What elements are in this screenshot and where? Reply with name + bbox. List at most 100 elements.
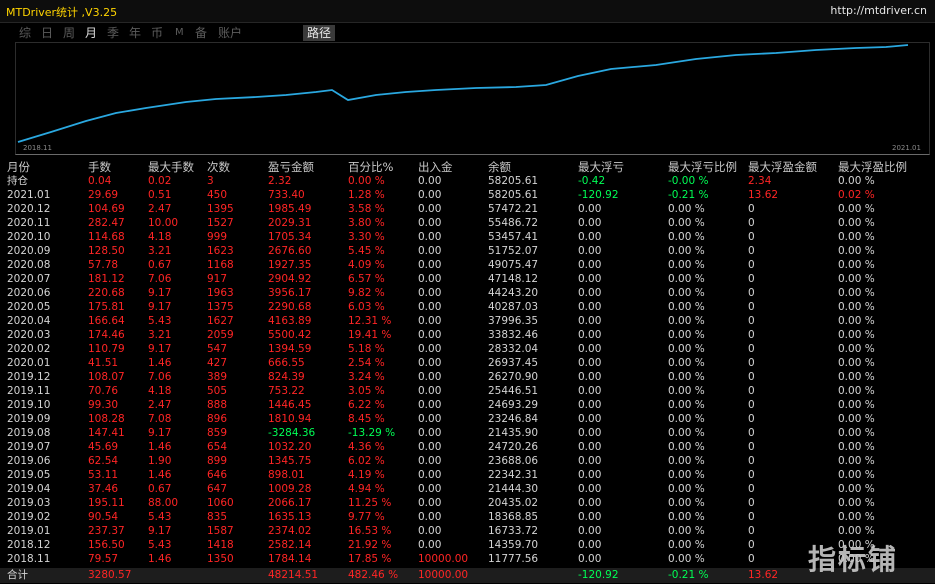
tab-day[interactable]: 日 [41, 26, 54, 40]
cell-max-fp-pct: 0.00 % [838, 427, 875, 439]
cell-count: 427 [207, 357, 228, 369]
cell-pnl: 2290.68 [268, 301, 312, 313]
cell-balance: 49075.47 [488, 259, 539, 271]
tab-quarter[interactable]: 季 [107, 26, 120, 40]
stats-table: 月份 手数 最大手数 次数 盈亏金额 百分比% 出入金 余额 最大浮亏 最大浮亏… [0, 157, 935, 584]
cell-balance: 51752.07 [488, 245, 539, 257]
cell-flow: 0.00 [418, 371, 442, 383]
cell-count: 896 [207, 413, 228, 425]
path-button[interactable]: 路径 [303, 25, 336, 41]
table-row[interactable]: 2019.12 108.07 7.06 389 824.39 3.24 % 0.00 2627… [0, 370, 935, 384]
cell-max-fp: 0 [748, 315, 755, 327]
cell-count: 389 [207, 371, 228, 383]
app-title: MTDriver统计 ,V3.25 [6, 6, 118, 19]
tab-week[interactable]: 周 [63, 26, 76, 40]
table-row[interactable]: 2020.12 104.69 2.47 1395 1985.49 3.58 % 0.00 57… [0, 202, 935, 216]
cell-max-fp-pct: 0.00 % [838, 315, 875, 327]
cell-lots: 110.79 [88, 343, 125, 355]
cell-month: 2019.12 [7, 371, 51, 383]
cell-balance: 55486.72 [488, 217, 539, 229]
cell-count: 646 [207, 469, 228, 481]
tab-currency[interactable]: 币 [151, 26, 164, 40]
table-row[interactable]: 2019.03 195.11 88.00 1060 2066.17 11.25 % 0.00… [0, 496, 935, 510]
table-row[interactable]: 2020.07 181.12 7.06 917 2904.92 6.57 % 0.00 471… [0, 272, 935, 286]
table-row[interactable]: 2020.10 114.68 4.18 999 1705.34 3.30 % 0.00 534… [0, 230, 935, 244]
cell-max-lots: 5.43 [148, 539, 172, 551]
table-row[interactable]: 2020.03 174.46 3.21 2059 5500.42 19.41 % 0.00 3… [0, 328, 935, 342]
table-row[interactable]: 2019.06 62.54 1.90 899 1345.75 6.02 % 0.00 2368… [0, 454, 935, 468]
table-row[interactable]: 2019.07 45.69 1.46 654 1032.20 4.36 % 0.00 2472… [0, 440, 935, 454]
cell-max-lots: 1.46 [148, 441, 172, 453]
chart-x-start-label: 2018.11 [23, 144, 52, 152]
table-row[interactable]: 持仓 0.04 0.02 3 2.32 0.00 % 0.00 58205.61 -0.42 -0… [0, 174, 935, 188]
cell-max-fp-pct: 0.00 % [838, 399, 875, 411]
cell-pnl: 3956.17 [268, 287, 312, 299]
cell-month: 2020.08 [7, 259, 51, 271]
cell-max-fl-pct: 0.00 % [668, 343, 705, 355]
table-row[interactable]: 2020.06 220.68 9.17 1963 3956.17 9.82 % 0.00 44… [0, 286, 935, 300]
cell-pnl: 2.32 [268, 175, 292, 187]
cell-max-lots: 3.21 [148, 329, 172, 341]
cell-pnl: 733.40 [268, 189, 305, 201]
tab-overview[interactable]: 综 [19, 26, 32, 40]
cell-flow: 0.00 [418, 357, 442, 369]
tab-backup[interactable]: 备 [195, 26, 208, 40]
table-row[interactable]: 2019.10 99.30 2.47 888 1446.45 6.22 % 0.00 2469… [0, 398, 935, 412]
equity-curve-svg [17, 44, 909, 143]
table-row[interactable]: 2019.09 108.28 7.08 896 1810.94 8.45 % 0.00 232… [0, 412, 935, 426]
table-row[interactable]: 2019.08 147.41 9.17 859 -3284.36 -13.29 % 0.00… [0, 426, 935, 440]
cell-max-fp-pct: 0.00 % [838, 301, 875, 313]
cell-max-lots: 9.17 [148, 427, 172, 439]
table-row[interactable]: 2019.01 237.37 9.17 1587 2374.02 16.53 % 0.00 1… [0, 524, 935, 538]
cell-balance: 57472.21 [488, 203, 539, 215]
table-row[interactable]: 2020.05 175.81 9.17 1375 2290.68 6.03 % 0.00 40… [0, 300, 935, 314]
table-row[interactable]: 2020.01 41.51 1.46 427 666.55 2.54 % 0.00 26937… [0, 356, 935, 370]
cell-max-fp-pct: 0.02 % [838, 189, 875, 201]
cell-pct: 4.94 % [348, 483, 385, 495]
table-row[interactable]: 2020.11 282.47 10.00 1527 2029.31 3.80 % 0.00 5… [0, 216, 935, 230]
cell-lots: 0.04 [88, 175, 112, 187]
cell-pct: 16.53 % [348, 525, 392, 537]
site-link[interactable]: http://mtdriver.cn [830, 4, 927, 17]
table-row[interactable]: 2020.04 166.64 5.43 1627 4163.89 12.31 % 0.00 3… [0, 314, 935, 328]
tab-m[interactable]: M [175, 27, 184, 38]
table-row[interactable]: 2018.11 79.57 1.46 1350 1784.14 17.85 % 10000.… [0, 552, 935, 566]
header-lots: 手数 [88, 160, 111, 174]
table-row[interactable]: 2020.02 110.79 9.17 547 1394.59 5.18 % 0.00 283… [0, 342, 935, 356]
table-row[interactable]: 2020.08 57.78 0.67 1168 1927.35 4.09 % 0.00 490… [0, 258, 935, 272]
cell-max-fp-pct: 0.00 % [838, 343, 875, 355]
cell-max-fp-pct: 0.00 % [838, 273, 875, 285]
table-row[interactable]: 2019.02 90.54 5.43 835 1635.13 9.77 % 0.00 1836… [0, 510, 935, 524]
cell-pnl: 753.22 [268, 385, 305, 397]
cell-lots: 128.50 [88, 245, 125, 257]
cell-month: 2020.10 [7, 231, 51, 243]
tab-year[interactable]: 年 [129, 26, 142, 40]
table-row[interactable]: 2019.11 70.76 4.18 505 753.22 3.05 % 0.00 25446… [0, 384, 935, 398]
cell-flow: 0.00 [418, 413, 442, 425]
cell-max-fl-pct: 0.00 % [668, 427, 705, 439]
cell-max-fl: 0.00 [578, 553, 602, 565]
cell-flow: 0.00 [418, 469, 442, 481]
cell-max-fl-pct: -0.00 % [668, 175, 709, 187]
table-row[interactable]: 2019.04 37.46 0.67 647 1009.28 4.94 % 0.00 2144… [0, 482, 935, 496]
cell-lots: 70.76 [88, 385, 119, 397]
cell-max-fl-pct: 0.00 % [668, 385, 705, 397]
table-row[interactable]: 2021.01 29.69 0.51 450 733.40 1.28 % 0.00 58205… [0, 188, 935, 202]
tab-account[interactable]: 账户 [218, 26, 243, 40]
cell-max-fp-pct: 0.00 % [838, 469, 875, 481]
cell-month: 2019.06 [7, 455, 51, 467]
cell-month: 2020.02 [7, 343, 51, 355]
cell-month: 2019.04 [7, 483, 51, 495]
cell-max-fp-pct: 0.00 % [838, 539, 875, 551]
table-row[interactable]: 2018.12 156.50 5.43 1418 2582.14 21.92 % 0.00 1… [0, 538, 935, 552]
cell-month: 2020.12 [7, 203, 51, 215]
cell-max-fp-pct: 0.00 % [838, 175, 875, 187]
cell-balance: 47148.12 [488, 273, 539, 285]
table-row[interactable]: 2019.05 53.11 1.46 646 898.01 4.19 % 0.00 22342… [0, 468, 935, 482]
cell-max-fl: 0.00 [578, 525, 602, 537]
table-row[interactable]: 2020.09 128.50 3.21 1623 2676.60 5.45 % 0.00 51… [0, 244, 935, 258]
tab-month[interactable]: 月 [85, 26, 98, 40]
cell-max-fl-pct: 0.00 % [668, 259, 705, 271]
cell-month: 2020.06 [7, 287, 51, 299]
cell-pct: 1.28 % [348, 189, 385, 201]
